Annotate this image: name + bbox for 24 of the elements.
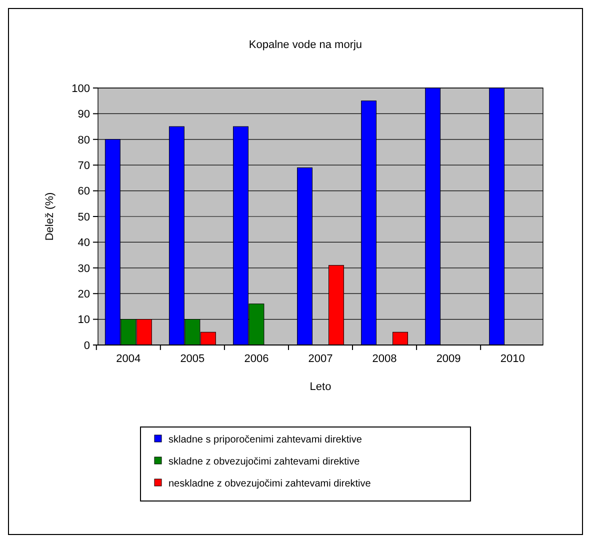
y-axis-title: Delež (%) xyxy=(44,192,56,241)
x-tick-label: 2006 xyxy=(244,353,269,365)
x-axis-title: Leto xyxy=(310,381,332,393)
chart-title: Kopalne vode na morju xyxy=(248,39,362,51)
x-tick-label: 2010 xyxy=(500,353,525,365)
y-tick-label: 50 xyxy=(78,211,90,224)
legend-label: skladne z obvezujočimi zahtevami direktive xyxy=(168,456,360,468)
legend-label: neskladne z obvezujočimi zahtevami direktive xyxy=(168,478,372,490)
y-tick-label: 80 xyxy=(78,134,90,146)
x-tick-label: 2008 xyxy=(372,353,397,365)
y-tick-label: 90 xyxy=(78,108,90,121)
x-tick-label: 2004 xyxy=(116,353,141,365)
x-tick-label: 2005 xyxy=(180,353,205,365)
y-tick-label: 10 xyxy=(78,314,90,326)
x-tick-label: 2007 xyxy=(308,353,333,365)
legend-label: skladne s priporočenimi zahtevami direktive xyxy=(168,434,362,446)
y-tick-label: 60 xyxy=(78,186,90,198)
y-tick-label: 20 xyxy=(78,288,90,300)
y-tick-label: 40 xyxy=(78,237,90,250)
x-tick-label: 2009 xyxy=(436,353,461,365)
y-tick-label: 0 xyxy=(84,340,90,352)
y-tick-label: 70 xyxy=(78,160,90,172)
y-tick-label: 100 xyxy=(72,82,90,95)
y-tick-label: 30 xyxy=(78,262,90,275)
